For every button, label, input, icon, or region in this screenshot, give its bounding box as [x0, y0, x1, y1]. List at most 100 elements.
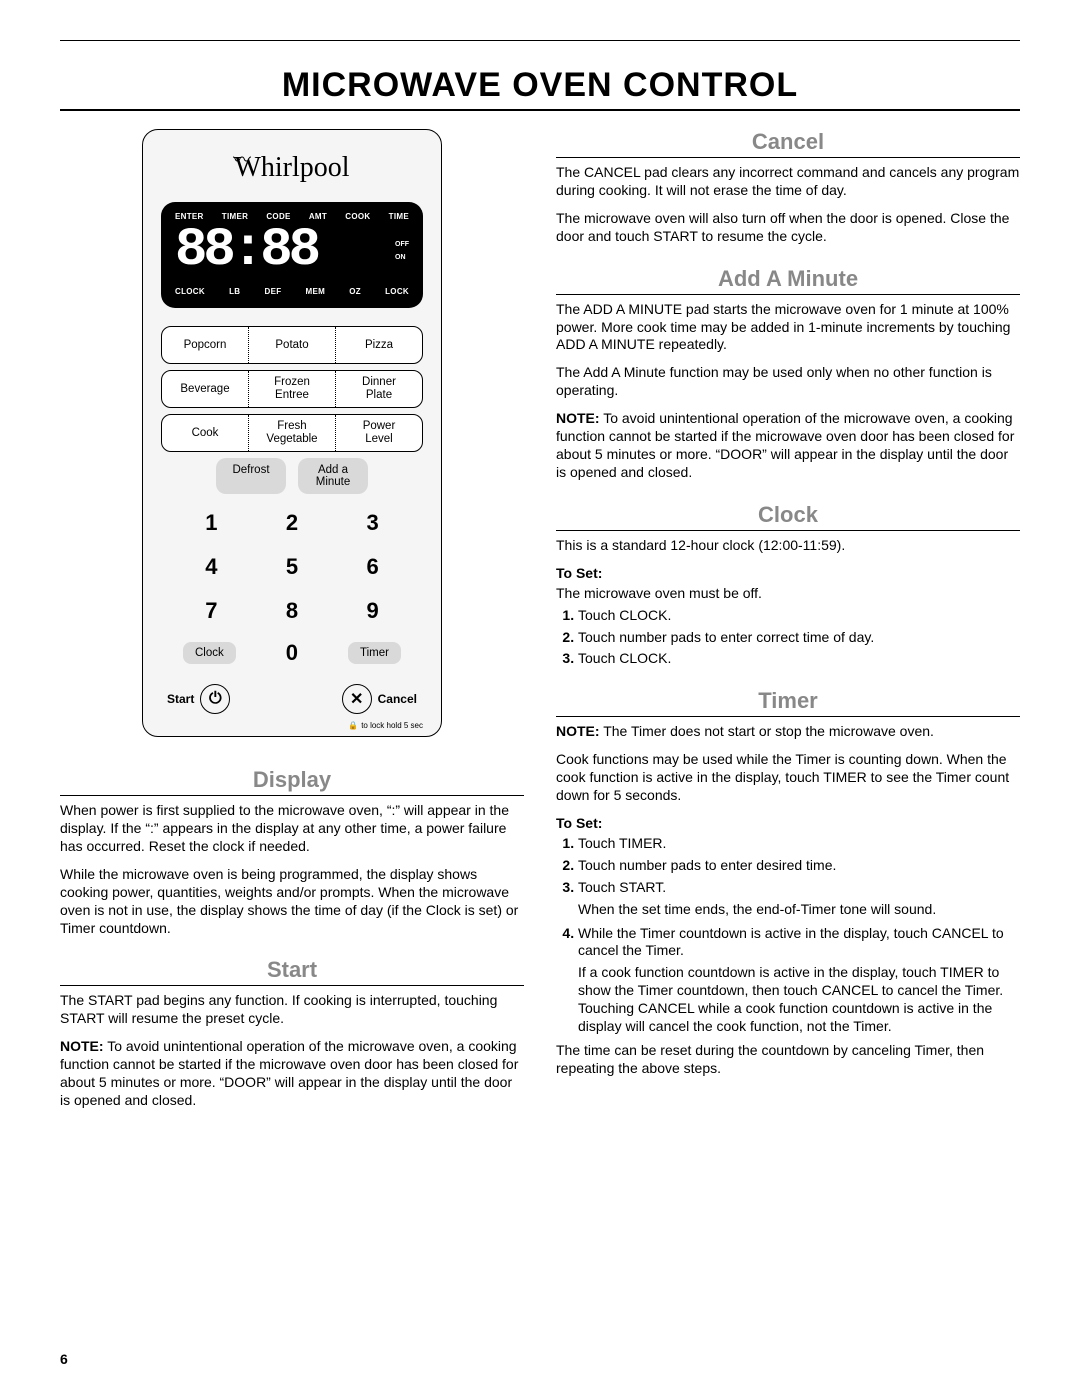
key-0[interactable]: 0	[286, 640, 298, 666]
body-text: Cook functions may be used while the Tim…	[556, 751, 1020, 805]
key-6[interactable]: 6	[352, 554, 393, 580]
cancel-label: Cancel	[378, 692, 417, 706]
key-4[interactable]: 4	[191, 554, 232, 580]
preset-popcorn[interactable]: Popcorn	[162, 327, 249, 363]
section-rule	[556, 716, 1020, 717]
note-label: NOTE:	[556, 410, 600, 426]
lcd-ind: TIME	[389, 212, 409, 221]
start-button[interactable]: ⏻	[200, 684, 230, 714]
lcd-ind: DEF	[265, 287, 282, 296]
timer-button[interactable]: Timer	[348, 642, 401, 664]
body-text: When power is first supplied to the micr…	[60, 802, 524, 856]
lock-icon: 🔒	[348, 721, 358, 730]
cancel-group: ✕ Cancel	[342, 684, 417, 714]
preset-row-3: Cook Fresh Vegetable Power Level	[161, 414, 423, 452]
preset-potato[interactable]: Potato	[249, 327, 336, 363]
body-text: The microwave oven will also turn off wh…	[556, 210, 1020, 246]
key-9[interactable]: 9	[352, 598, 393, 624]
brand-text: Whirlpool	[234, 152, 349, 183]
section-start: Start The START pad begins any function.…	[60, 957, 524, 1109]
lcd-digits: 88:88	[175, 221, 317, 281]
lcd-display: ENTER TIMER CODE AMT COOK TIME 88:88 OFF	[161, 202, 423, 308]
lock-note-text: to lock hold 5 sec	[361, 721, 423, 730]
step-item: Touch CLOCK.	[578, 650, 1020, 668]
body-text: The CANCEL pad clears any incorrect comm…	[556, 164, 1020, 200]
body-text: NOTE: The Timer does not start or stop t…	[556, 723, 1020, 741]
note-text: To avoid unintentional operation of the …	[60, 1038, 518, 1108]
lcd-ind: LB	[229, 287, 240, 296]
key-7[interactable]: 7	[191, 598, 232, 624]
key-1[interactable]: 1	[191, 510, 232, 536]
title-rule	[60, 109, 1020, 111]
lcd-side-indicators: OFF ON	[389, 241, 409, 261]
brand-swirl-icon: 〰	[233, 146, 251, 172]
to-set-subhead: To Set:	[556, 565, 1020, 581]
cancel-button[interactable]: ✕	[342, 684, 372, 714]
section-add-a-minute: Add A Minute The ADD A MINUTE pad starts…	[556, 266, 1020, 482]
step-text: While the Timer countdown is active in t…	[578, 925, 1004, 959]
note-label: NOTE:	[556, 723, 600, 739]
lcd-ind: OZ	[349, 287, 361, 296]
defrost-button[interactable]: Defrost	[216, 458, 286, 494]
lcd-bottom-indicators: CLOCK LB DEF MEM OZ LOCK	[175, 287, 409, 296]
body-text: While the microwave oven is being progra…	[60, 866, 524, 938]
lcd-ind: LOCK	[385, 287, 409, 296]
body-text: This is a standard 12-hour clock (12:00-…	[556, 537, 1020, 555]
section-rule	[60, 795, 524, 796]
clock-button[interactable]: Clock	[183, 642, 236, 664]
note-label: NOTE:	[60, 1038, 104, 1054]
cancel-x-icon: ✕	[350, 689, 363, 709]
lcd-digit-text: 88:88	[175, 224, 317, 278]
step-text: Touch START.	[578, 879, 666, 895]
body-text: NOTE: To avoid unintentional operation o…	[60, 1038, 524, 1110]
section-rule	[60, 985, 524, 986]
preset-dinner-plate[interactable]: Dinner Plate	[336, 371, 422, 407]
control-panel-figure: 〰 Whirlpool ENTER TIMER CODE AMT COOK TI…	[60, 129, 524, 737]
to-set-subhead: To Set:	[556, 815, 1020, 831]
step-item: Touch number pads to enter desired time.	[578, 857, 1020, 875]
body-text: The START pad begins any function. If co…	[60, 992, 524, 1028]
section-heading: Display	[60, 767, 524, 793]
add-a-minute-button[interactable]: Add a Minute	[298, 458, 368, 494]
zero-row: Clock 0 Timer	[161, 640, 423, 666]
section-rule	[556, 530, 1020, 531]
numeric-keypad: 1 2 3 4 5 6 7 8 9	[161, 504, 423, 634]
step-item: Touch number pads to enter correct time …	[578, 629, 1020, 647]
preset-frozen-entree[interactable]: Frozen Entree	[249, 371, 336, 407]
start-group: Start ⏻	[167, 684, 230, 714]
top-rule	[60, 40, 1020, 41]
lock-note: 🔒 to lock hold 5 sec	[348, 721, 423, 730]
section-heading: Add A Minute	[556, 266, 1020, 292]
step-sub: When the set time ends, the end-of-Timer…	[578, 901, 1020, 919]
two-column-layout: 〰 Whirlpool ENTER TIMER CODE AMT COOK TI…	[60, 129, 1020, 1130]
preset-pizza[interactable]: Pizza	[336, 327, 422, 363]
preset-power-level[interactable]: Power Level	[336, 415, 422, 451]
preset-row-1: Popcorn Potato Pizza	[161, 326, 423, 364]
note-text: The Timer does not start or stop the mic…	[600, 723, 934, 739]
section-heading: Start	[60, 957, 524, 983]
section-cancel: Cancel The CANCEL pad clears any incorre…	[556, 129, 1020, 246]
lcd-ind: COOK	[345, 212, 370, 221]
section-heading: Timer	[556, 688, 1020, 714]
preset-beverage[interactable]: Beverage	[162, 371, 249, 407]
body-text: NOTE: To avoid unintentional operation o…	[556, 410, 1020, 482]
start-label: Start	[167, 692, 194, 706]
control-panel: 〰 Whirlpool ENTER TIMER CODE AMT COOK TI…	[142, 129, 442, 737]
key-3[interactable]: 3	[352, 510, 393, 536]
timer-steps: Touch TIMER. Touch number pads to enter …	[556, 835, 1020, 1036]
pill-row: Defrost Add a Minute	[161, 458, 423, 494]
note-text: To avoid unintentional operation of the …	[556, 410, 1014, 480]
section-rule	[556, 294, 1020, 295]
key-2[interactable]: 2	[272, 510, 313, 536]
key-8[interactable]: 8	[272, 598, 313, 624]
left-column: 〰 Whirlpool ENTER TIMER CODE AMT COOK TI…	[60, 129, 524, 1130]
key-5[interactable]: 5	[272, 554, 313, 580]
step-item: Touch CLOCK.	[578, 607, 1020, 625]
step-item: Touch TIMER.	[578, 835, 1020, 853]
section-heading: Cancel	[556, 129, 1020, 155]
step-item: While the Timer countdown is active in t…	[578, 925, 1020, 1036]
preset-fresh-vegetable[interactable]: Fresh Vegetable	[249, 415, 336, 451]
clock-steps: Touch CLOCK. Touch number pads to enter …	[556, 607, 1020, 669]
preset-cook[interactable]: Cook	[162, 415, 249, 451]
section-display: Display When power is first supplied to …	[60, 767, 524, 937]
